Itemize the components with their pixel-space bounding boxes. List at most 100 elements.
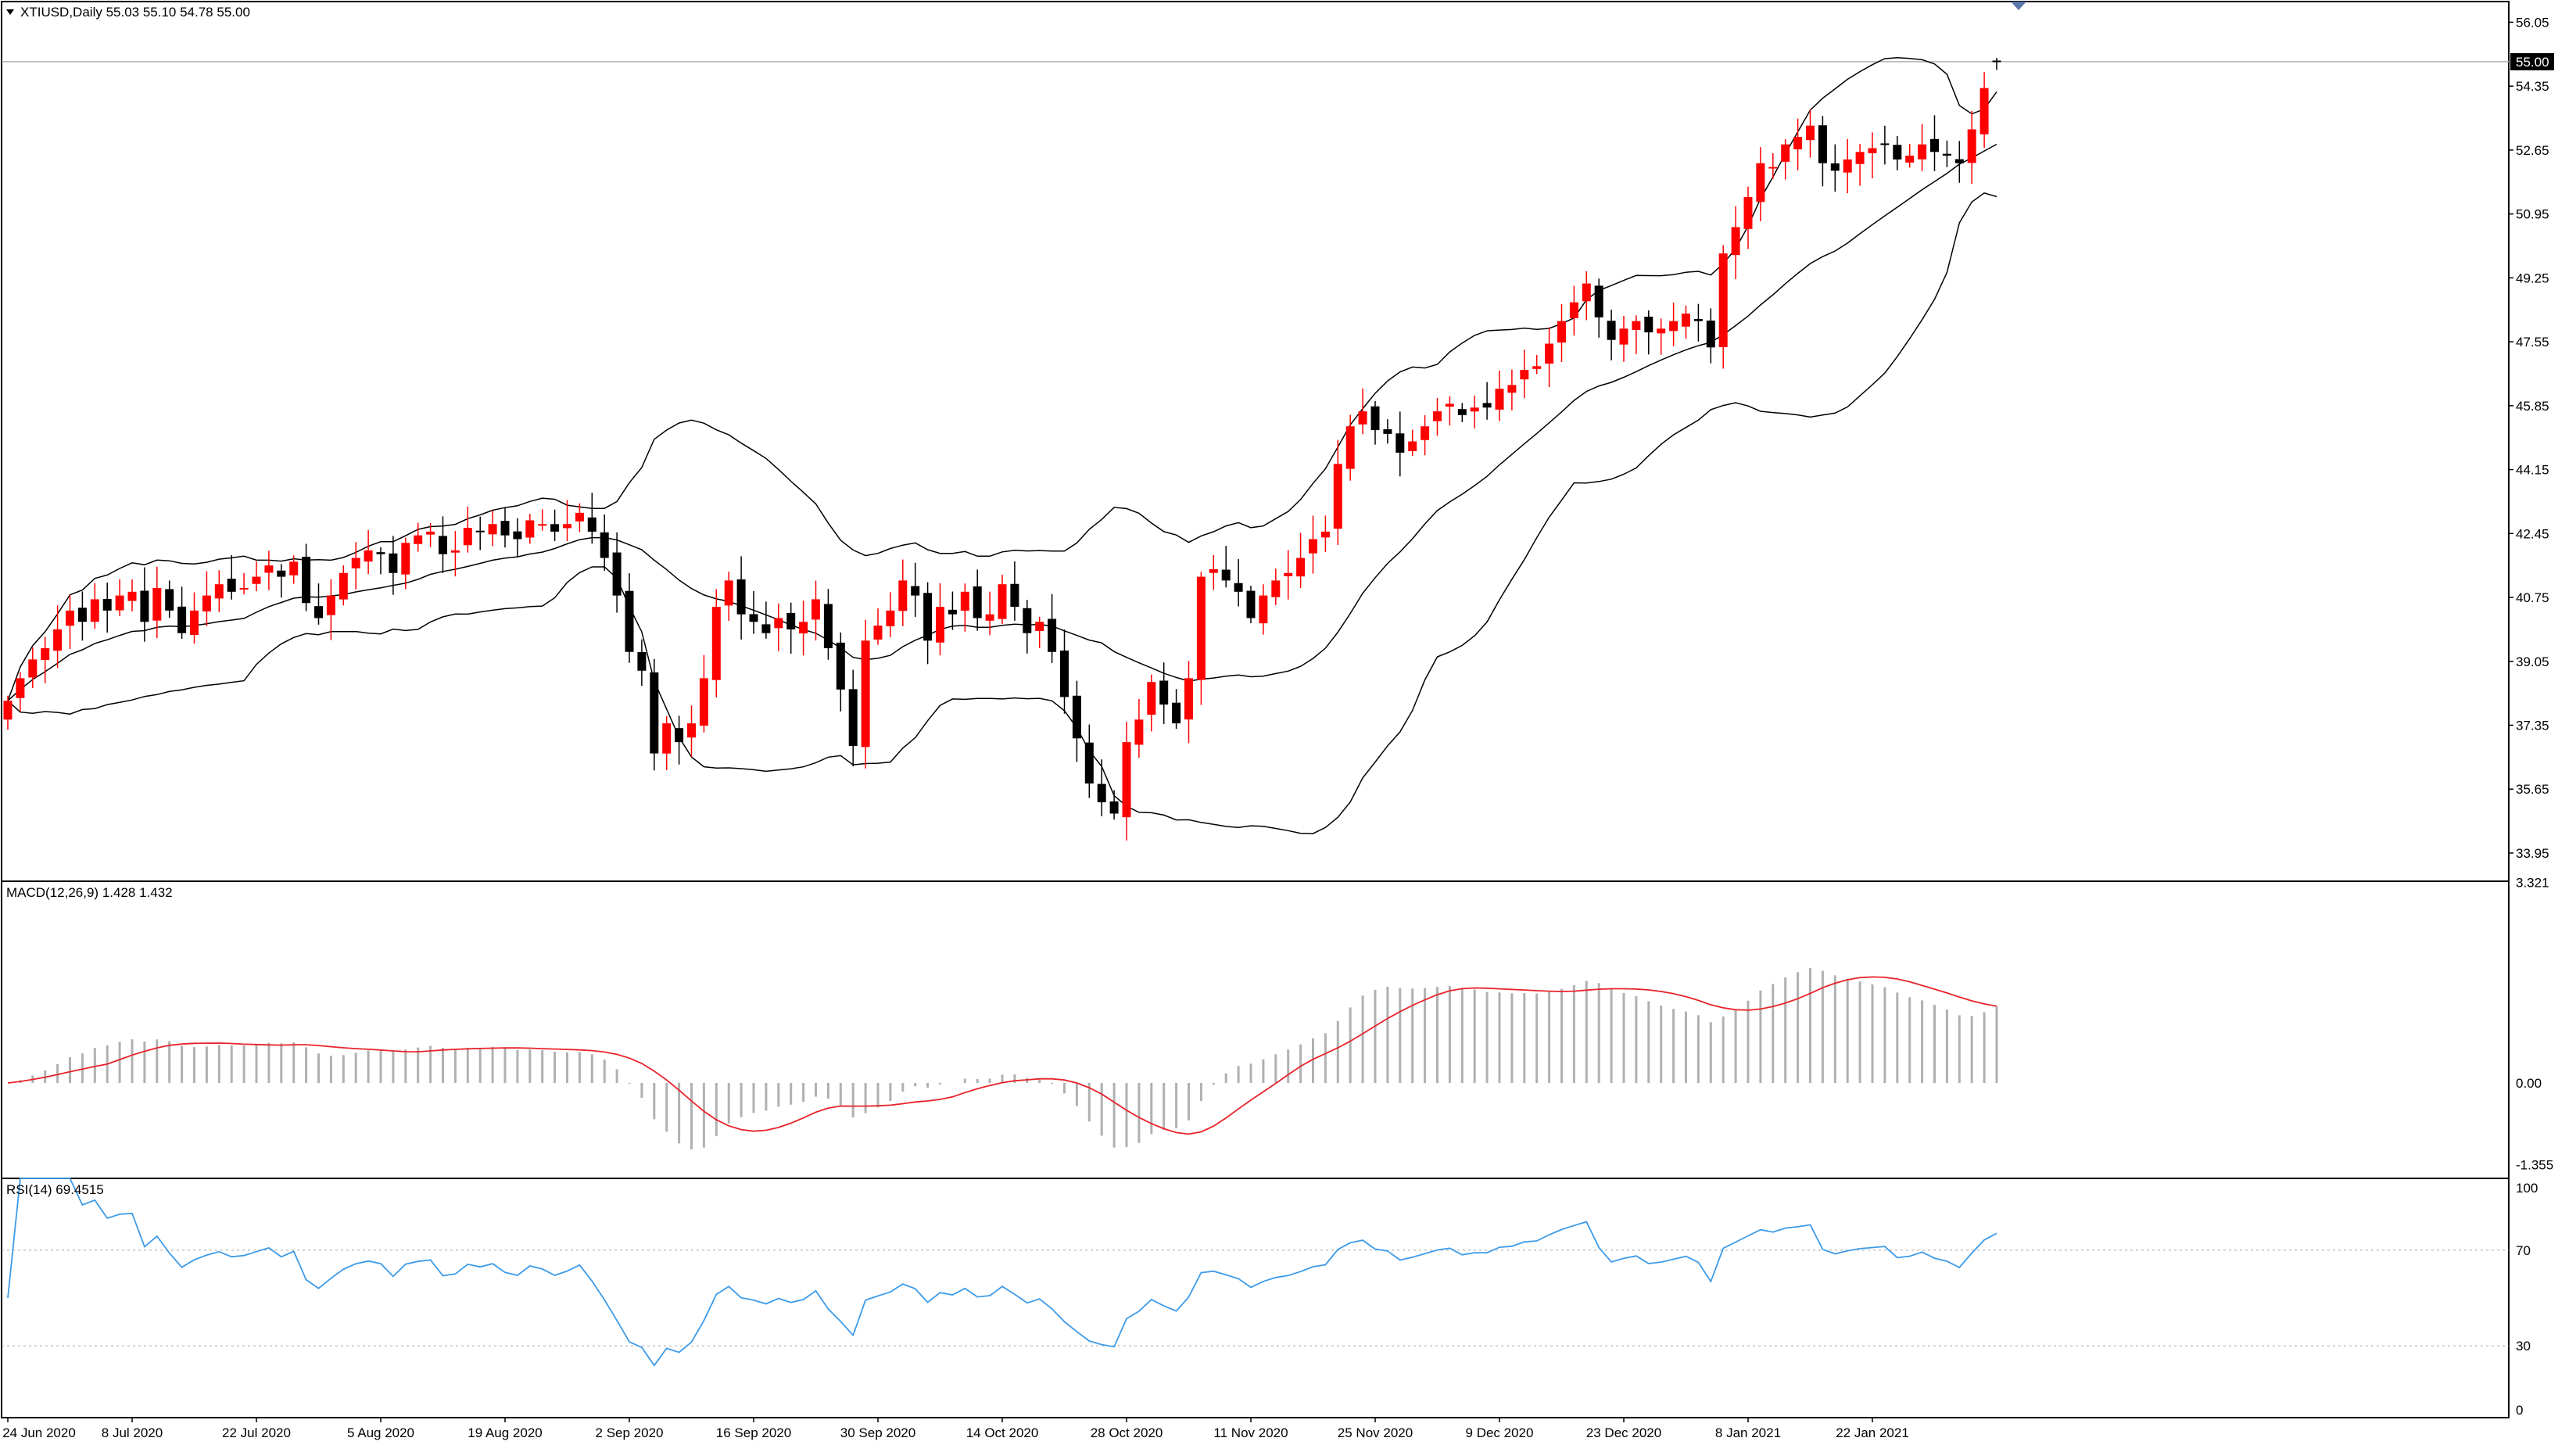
date-tick-label: 14 Oct 2020 [966,1425,1039,1440]
candle-body [960,591,969,611]
date-tick-label: 16 Sep 2020 [716,1425,791,1440]
candle-body [1731,227,1740,256]
candle-body [1147,682,1156,715]
candle-body [774,618,783,629]
price-panel-frame [1,1,2510,882]
candle-body [351,558,360,568]
candle-body [761,624,771,633]
candle-body [1830,163,1840,171]
price-tick-label: 40.75 [2516,590,2549,605]
candle-body [1383,428,1392,434]
candle-body [1097,783,1106,803]
candle-body [1594,285,1603,317]
candle-body [711,607,721,680]
collapse-triangle-icon[interactable] [6,9,14,15]
candle-body [1706,320,1715,348]
candle-body [1084,742,1094,783]
candle-body [1470,407,1479,412]
candle-body [376,552,385,554]
candle-body [1445,403,1454,407]
candle-body [1072,695,1081,739]
candle-body [811,599,820,620]
current-price-label: 55.00 [2516,55,2549,70]
candle-body [1693,318,1703,321]
candle-body [177,606,187,633]
candle-body [90,599,99,622]
candle-body [550,524,560,532]
candle-body [1234,583,1243,592]
date-tick-label: 22 Jan 2021 [1836,1425,1909,1440]
date-tick-label: 8 Jul 2020 [102,1425,163,1440]
candle-body [252,576,261,584]
candle-body [1893,145,1902,160]
candle-body [1370,406,1380,431]
candle-body [998,584,1007,619]
macd-plot [7,968,1998,1149]
rsi-panel-frame [1,1178,2510,1418]
rsi-line [7,1178,1997,1367]
candle-body [1582,283,1591,302]
candle-body [936,607,944,643]
candle-body [1345,426,1355,469]
candle-body [1868,148,1877,153]
candle-body [886,610,895,626]
candle-body [264,565,274,573]
candle-body [140,590,149,622]
candle-body [1408,441,1417,452]
candle-body [1246,590,1256,619]
candle-body [1806,125,1815,141]
candle-body [500,521,510,536]
candle-body [1569,302,1578,318]
candle-body [1122,742,1131,818]
candle-body [227,579,236,592]
candle-body [463,528,472,546]
candle-body [214,584,224,599]
candle-body [41,647,50,660]
macd-panel-frame [1,880,2510,1179]
candle-body [1296,558,1306,577]
candle-body [985,614,994,621]
date-tick-label: 5 Aug 2020 [347,1425,414,1440]
candle-body [861,640,870,748]
candle-body [1196,576,1206,680]
candle-body [1010,583,1019,608]
candle-body [848,689,858,746]
candle-body [1954,159,1964,163]
candle-body [699,678,708,726]
date-tick-label: 9 Dec 2020 [1466,1425,1534,1440]
candle-body [1060,650,1069,697]
candle-body [687,723,696,738]
date-tick-label: 19 Aug 2020 [468,1425,542,1440]
candle-body [152,588,162,621]
date-tick-label: 23 Dec 2020 [1586,1425,1661,1440]
candle-body [662,723,672,754]
candle-body [1495,389,1504,410]
candle-body [1482,403,1492,408]
candle-body [302,557,311,604]
candle-body [1395,433,1405,453]
candle-body [1781,144,1790,162]
candle-body [1520,370,1529,380]
candle-body [1457,409,1467,415]
chart-shift-marker-icon[interactable] [2011,2,2026,10]
price-tick-label: 50.95 [2516,207,2549,222]
candle-body [1284,572,1293,576]
price-tick-label: 49.25 [2516,271,2549,285]
candle-body [1843,159,1852,173]
candle-body [1918,144,1927,160]
candle-body [625,590,634,652]
candle-body [1545,343,1554,364]
candle-body [650,672,659,754]
price-tick-label: 56.05 [2516,15,2549,30]
candle-body [612,552,622,596]
candle-body [873,626,883,640]
price-tick-label: 52.65 [2516,143,2549,158]
price-tick-label: 33.95 [2516,846,2549,861]
price-tick-label: 47.55 [2516,335,2549,350]
candle-body [1793,137,1803,149]
candle-body [1507,385,1517,393]
candle-body [1818,125,1827,163]
candle-body [1221,569,1231,581]
candle-body [513,531,522,540]
